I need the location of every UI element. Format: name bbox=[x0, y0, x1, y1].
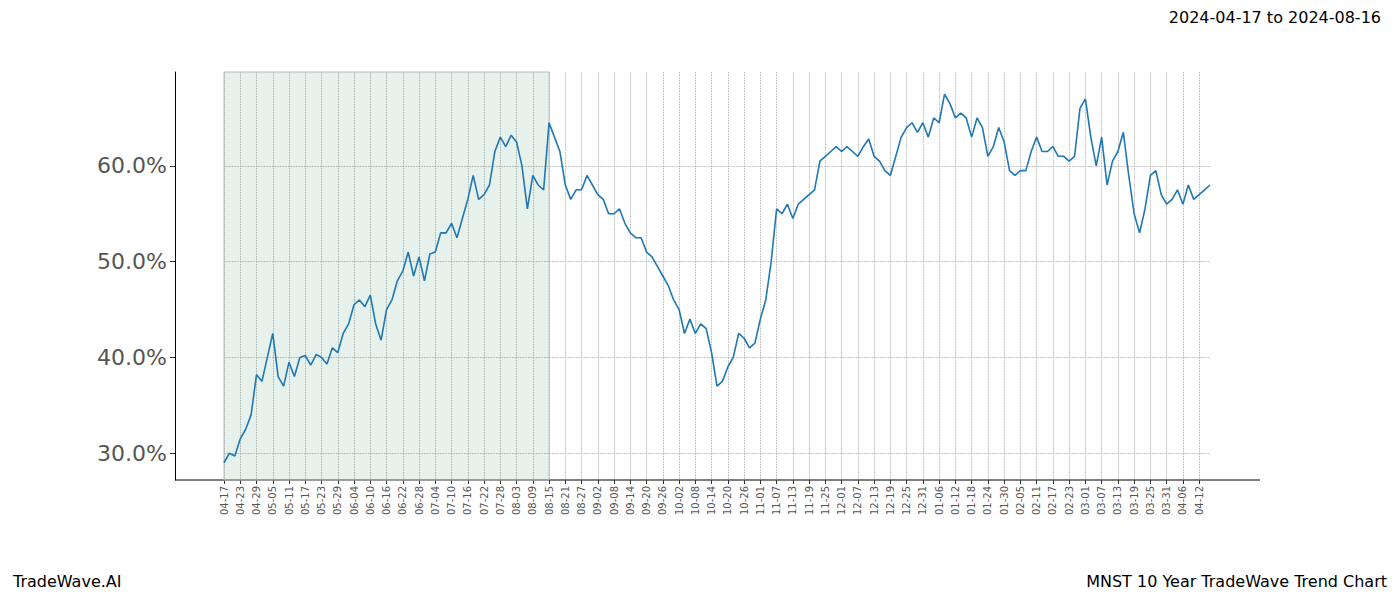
svg-text:04-29: 04-29 bbox=[251, 486, 262, 515]
svg-text:02-11: 02-11 bbox=[1031, 486, 1042, 515]
svg-text:10-14: 10-14 bbox=[706, 486, 717, 515]
svg-text:01-06: 01-06 bbox=[934, 486, 945, 515]
svg-text:09-08: 09-08 bbox=[609, 486, 620, 515]
svg-text:02-05: 02-05 bbox=[1015, 486, 1026, 515]
svg-text:09-20: 09-20 bbox=[641, 486, 652, 515]
svg-text:12-13: 12-13 bbox=[869, 486, 880, 515]
svg-text:08-09: 08-09 bbox=[527, 486, 538, 515]
svg-text:05-23: 05-23 bbox=[316, 486, 327, 515]
svg-text:12-25: 12-25 bbox=[901, 486, 912, 515]
svg-text:10-26: 10-26 bbox=[739, 486, 750, 515]
svg-text:11-25: 11-25 bbox=[820, 486, 831, 515]
svg-text:MNST 10 Year TradeWave Trend C: MNST 10 Year TradeWave Trend Chart bbox=[1086, 572, 1387, 591]
svg-text:08-27: 08-27 bbox=[576, 486, 587, 515]
svg-text:05-11: 05-11 bbox=[284, 486, 295, 515]
svg-text:12-19: 12-19 bbox=[885, 486, 896, 515]
svg-text:04-17: 04-17 bbox=[219, 486, 230, 515]
svg-text:40.0%: 40.0% bbox=[97, 345, 167, 370]
svg-text:11-07: 11-07 bbox=[771, 486, 782, 515]
svg-text:10-08: 10-08 bbox=[690, 486, 701, 515]
svg-text:04-06: 04-06 bbox=[1177, 486, 1188, 515]
svg-text:03-13: 03-13 bbox=[1112, 486, 1123, 515]
svg-text:02-17: 02-17 bbox=[1047, 486, 1058, 515]
svg-text:06-28: 06-28 bbox=[414, 486, 425, 515]
svg-text:08-03: 08-03 bbox=[511, 486, 522, 515]
svg-text:01-18: 01-18 bbox=[966, 486, 977, 515]
svg-text:30.0%: 30.0% bbox=[97, 441, 167, 466]
svg-text:11-19: 11-19 bbox=[804, 486, 815, 515]
svg-text:03-07: 03-07 bbox=[1096, 486, 1107, 515]
svg-text:09-26: 09-26 bbox=[657, 486, 668, 515]
svg-text:03-25: 03-25 bbox=[1145, 486, 1156, 515]
svg-text:60.0%: 60.0% bbox=[97, 153, 167, 178]
svg-text:04-12: 04-12 bbox=[1194, 486, 1205, 515]
svg-text:01-12: 01-12 bbox=[950, 486, 961, 515]
svg-text:50.0%: 50.0% bbox=[97, 249, 167, 274]
svg-text:05-17: 05-17 bbox=[300, 486, 311, 515]
svg-text:03-01: 03-01 bbox=[1080, 486, 1091, 515]
svg-text:04-23: 04-23 bbox=[235, 486, 246, 515]
svg-text:07-16: 07-16 bbox=[462, 486, 473, 515]
svg-text:07-28: 07-28 bbox=[495, 486, 506, 515]
svg-text:03-31: 03-31 bbox=[1161, 486, 1172, 515]
svg-text:11-01: 11-01 bbox=[755, 486, 766, 515]
svg-text:12-07: 12-07 bbox=[852, 486, 863, 515]
svg-text:03-19: 03-19 bbox=[1129, 486, 1140, 515]
svg-text:10-02: 10-02 bbox=[674, 486, 685, 515]
svg-text:05-05: 05-05 bbox=[267, 486, 278, 515]
svg-text:08-21: 08-21 bbox=[560, 486, 571, 515]
svg-text:06-10: 06-10 bbox=[365, 486, 376, 515]
svg-text:01-30: 01-30 bbox=[999, 486, 1010, 515]
svg-text:07-10: 07-10 bbox=[446, 486, 457, 515]
svg-text:12-01: 12-01 bbox=[836, 486, 847, 515]
svg-text:07-04: 07-04 bbox=[430, 486, 441, 515]
svg-text:02-23: 02-23 bbox=[1064, 486, 1075, 515]
svg-text:06-22: 06-22 bbox=[397, 486, 408, 515]
svg-text:06-16: 06-16 bbox=[381, 486, 392, 515]
svg-text:12-31: 12-31 bbox=[917, 486, 928, 515]
svg-text:09-02: 09-02 bbox=[592, 486, 603, 515]
svg-text:09-14: 09-14 bbox=[625, 486, 636, 515]
svg-text:06-04: 06-04 bbox=[349, 486, 360, 515]
svg-text:11-13: 11-13 bbox=[787, 486, 798, 515]
svg-text:07-22: 07-22 bbox=[479, 486, 490, 515]
svg-text:01-24: 01-24 bbox=[982, 486, 993, 515]
svg-text:2024-04-17 to 2024-08-16: 2024-04-17 to 2024-08-16 bbox=[1169, 8, 1381, 27]
svg-text:08-15: 08-15 bbox=[544, 486, 555, 515]
svg-text:TradeWave.AI: TradeWave.AI bbox=[12, 572, 121, 591]
svg-text:10-20: 10-20 bbox=[722, 486, 733, 515]
svg-text:05-29: 05-29 bbox=[332, 486, 343, 515]
